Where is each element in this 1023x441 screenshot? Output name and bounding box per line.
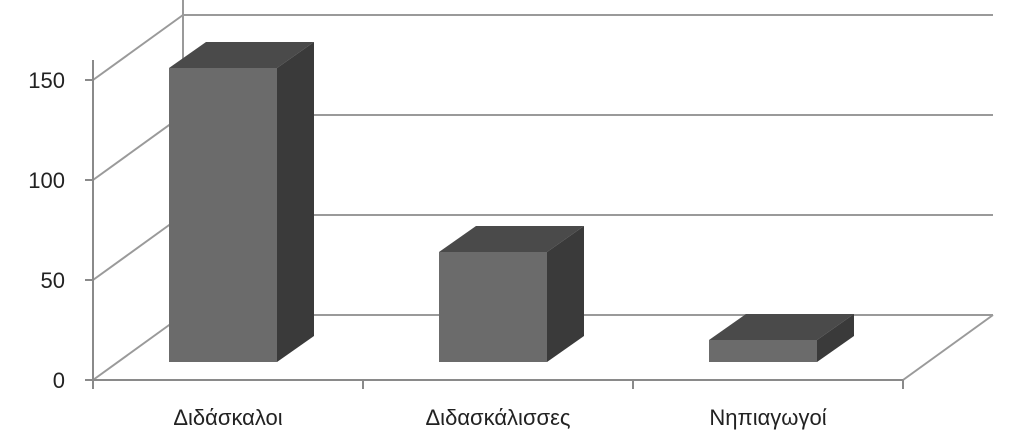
floor-right-edge bbox=[902, 314, 994, 381]
bar-front bbox=[709, 340, 817, 362]
bar-3 bbox=[709, 314, 854, 362]
axis-layer bbox=[85, 60, 904, 389]
x-category-label: Διδάσκαλοι bbox=[173, 405, 282, 430]
label-layer: 0 50 100 150 Διδάσκαλοι Διδασκάλισσες Νηπιαγωγ… bbox=[28, 68, 826, 430]
y-tick-label: 0 bbox=[53, 368, 65, 393]
gridline-diagonal bbox=[92, 314, 184, 381]
y-tick-label: 50 bbox=[41, 268, 65, 293]
bar-top bbox=[709, 314, 854, 340]
gridline-diagonal bbox=[92, 214, 184, 281]
gridline-diagonal bbox=[92, 14, 184, 81]
bar-side bbox=[277, 42, 314, 362]
bar-front bbox=[169, 68, 277, 362]
bar-layer bbox=[169, 42, 854, 362]
x-category-label: Νηπιαγωγοί bbox=[709, 405, 826, 430]
y-tick-label: 100 bbox=[28, 168, 65, 193]
bar-side bbox=[817, 314, 854, 362]
x-category-label: Διδασκάλισσες bbox=[425, 405, 570, 430]
bar-front bbox=[439, 252, 547, 362]
bar-side bbox=[547, 226, 584, 362]
bar-top bbox=[439, 226, 584, 252]
bar-1 bbox=[169, 42, 314, 362]
gridline-diagonal bbox=[92, 114, 184, 181]
y-tick-label: 150 bbox=[28, 68, 65, 93]
bar-2 bbox=[439, 226, 584, 362]
bar-top bbox=[169, 42, 314, 68]
